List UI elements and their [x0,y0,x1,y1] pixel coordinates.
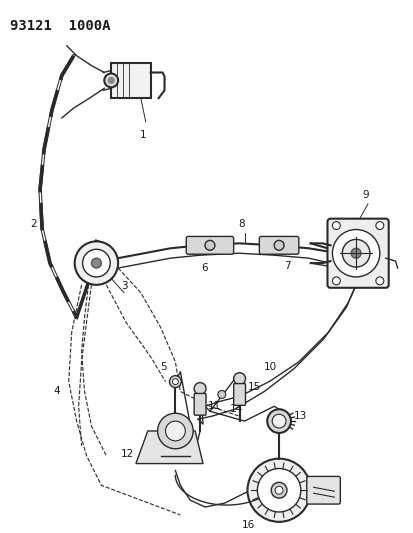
Circle shape [271,414,285,428]
Text: 11: 11 [207,401,221,411]
FancyBboxPatch shape [194,393,206,415]
Circle shape [332,230,379,277]
Text: 16: 16 [241,520,254,530]
Circle shape [257,469,300,512]
FancyBboxPatch shape [327,219,388,288]
Circle shape [104,74,118,87]
Circle shape [82,249,110,277]
Text: 10: 10 [263,362,277,372]
Circle shape [157,413,193,449]
Circle shape [247,458,310,522]
Circle shape [267,409,290,433]
FancyBboxPatch shape [259,237,298,254]
FancyBboxPatch shape [306,477,339,504]
Circle shape [91,258,101,268]
Text: 93121  1000A: 93121 1000A [10,19,111,33]
Circle shape [169,376,181,387]
Text: 5: 5 [160,362,167,372]
Circle shape [271,482,286,498]
Circle shape [350,248,360,258]
Circle shape [204,240,214,251]
Circle shape [332,222,339,230]
Text: 1: 1 [139,130,146,140]
Text: 9: 9 [362,190,368,200]
Text: 13: 13 [293,411,306,421]
Circle shape [273,240,283,251]
Text: 8: 8 [237,219,244,229]
Circle shape [74,241,118,285]
Text: 4: 4 [53,386,60,397]
Text: 15: 15 [247,382,260,392]
Circle shape [375,277,383,285]
Text: 2: 2 [30,219,37,229]
Text: 14: 14 [229,405,242,414]
Text: 7: 7 [283,261,290,271]
Circle shape [332,277,339,285]
Circle shape [217,391,225,398]
Circle shape [342,239,369,267]
FancyBboxPatch shape [233,384,245,405]
Text: 12: 12 [121,449,134,459]
Text: 6: 6 [201,263,208,273]
FancyBboxPatch shape [186,237,233,254]
Polygon shape [135,431,202,464]
FancyBboxPatch shape [111,62,150,98]
Circle shape [233,373,245,385]
Circle shape [172,378,178,385]
Circle shape [275,486,282,494]
Text: 3: 3 [121,281,127,290]
Circle shape [194,383,206,394]
Circle shape [108,77,114,83]
Circle shape [165,421,185,441]
Circle shape [375,222,383,230]
